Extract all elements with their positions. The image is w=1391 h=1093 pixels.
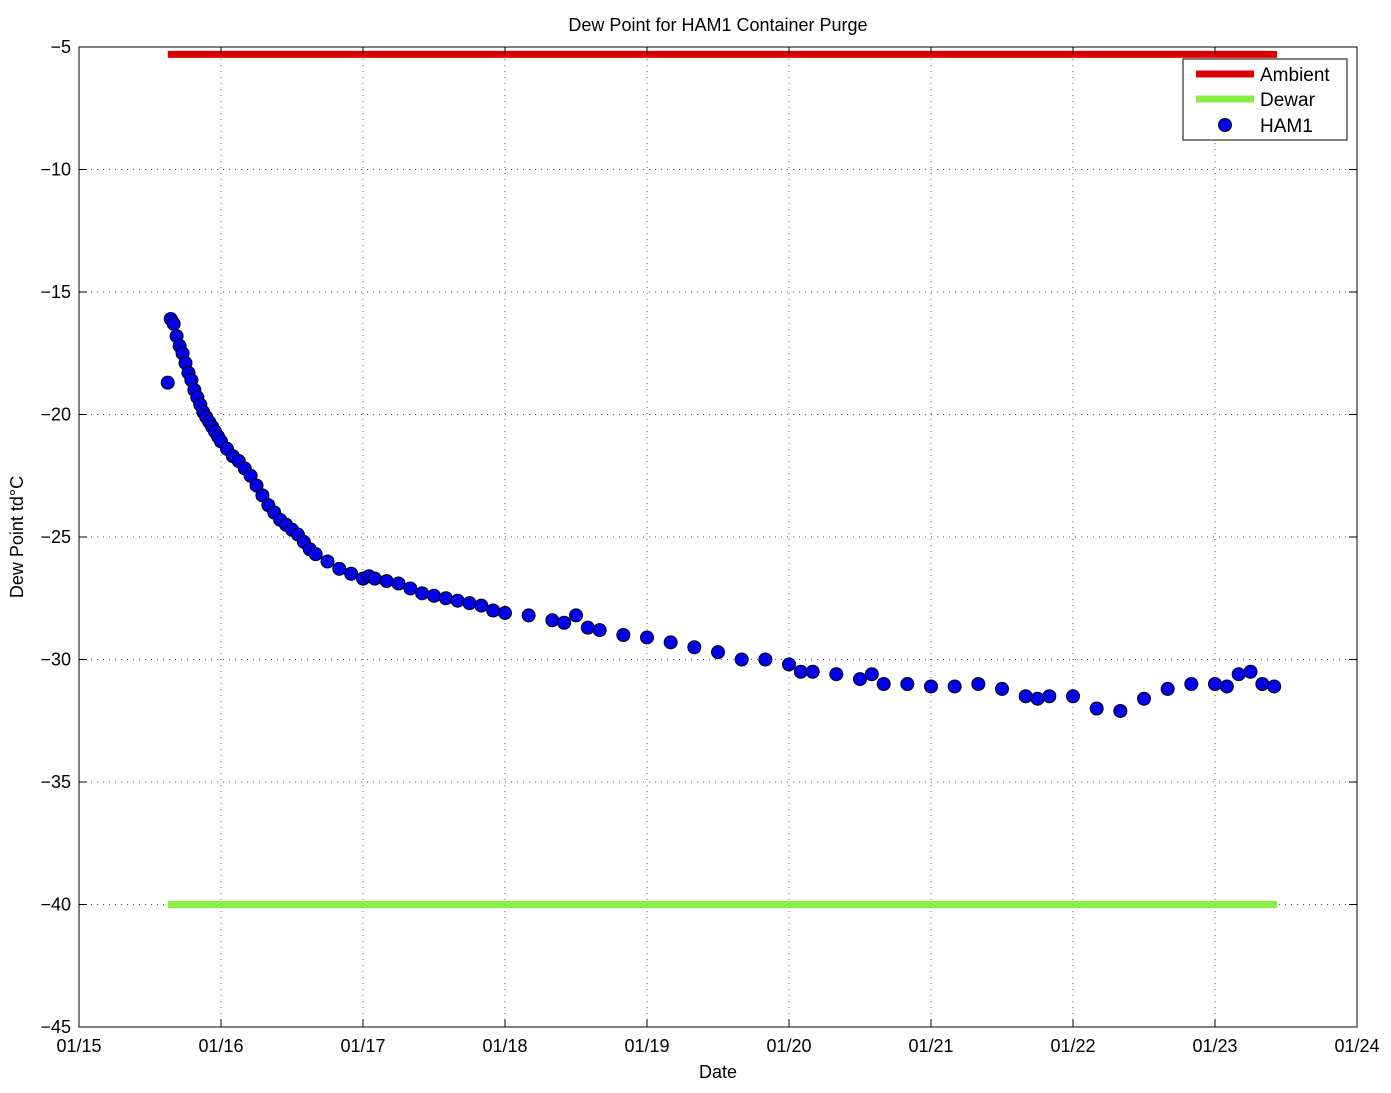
x-tick-label: 01/19 — [624, 1036, 669, 1056]
y-tick-label: −45 — [40, 1017, 71, 1037]
data-point-ham1 — [971, 677, 986, 691]
data-point-ham1 — [486, 603, 501, 618]
data-point-ham1 — [569, 608, 583, 623]
data-point-ham1 — [557, 615, 572, 630]
data-point-ham1 — [1137, 691, 1151, 706]
data-point-ham1 — [1160, 681, 1175, 696]
y-tick-label: −10 — [40, 160, 71, 180]
data-point-ham1 — [367, 571, 382, 586]
data-point-ham1 — [332, 561, 347, 576]
legend: Ambient Dewar HAM1 — [1182, 58, 1348, 141]
data-point-ham1 — [853, 672, 867, 687]
x-tick-label: 01/18 — [482, 1036, 527, 1056]
data-point-ham1 — [379, 574, 394, 589]
data-point-ham1 — [1243, 664, 1258, 679]
data-point-ham1 — [924, 679, 938, 694]
x-tick-label: 01/17 — [340, 1036, 385, 1056]
data-point-ham1 — [1267, 679, 1282, 694]
data-point-ham1 — [580, 620, 595, 635]
data-point-ham1 — [1255, 677, 1270, 691]
legend-label-ham1: HAM1 — [1260, 116, 1313, 137]
data-point-ham1 — [616, 628, 631, 642]
x-axis-label: Date — [699, 1062, 737, 1082]
x-tick-label: 01/16 — [198, 1036, 243, 1056]
x-tick-label: 01/15 — [56, 1036, 101, 1056]
data-point-ham1 — [344, 566, 359, 581]
series-layer — [160, 50, 1282, 908]
data-point-ham1 — [308, 547, 323, 562]
data-point-ham1 — [947, 679, 962, 694]
data-point-ham1 — [864, 667, 879, 682]
data-point-ham1 — [166, 316, 181, 331]
data-point-ham1 — [474, 598, 489, 613]
data-point-ham1 — [1018, 689, 1033, 704]
y-tick-label: −25 — [40, 527, 71, 547]
data-point-ham1 — [427, 588, 441, 603]
data-point-ham1 — [1066, 689, 1080, 704]
data-point-ham1 — [1113, 703, 1128, 718]
legend-swatch-ham1 — [1218, 118, 1232, 132]
y-tick-label: −5 — [50, 37, 71, 57]
chart-title: Dew Point for HAM1 Container Purge — [568, 15, 867, 35]
legend-label-ambient: Ambient — [1260, 65, 1330, 86]
y-tick-label: −15 — [40, 282, 71, 302]
data-point-ham1 — [403, 581, 418, 596]
data-point-ham1 — [415, 586, 430, 601]
data-point-ham1 — [640, 630, 654, 645]
data-point-ham1 — [758, 652, 773, 667]
data-point-ham1 — [805, 664, 820, 679]
data-point-ham1 — [592, 623, 607, 638]
data-point-ham1 — [160, 375, 175, 390]
data-point-ham1 — [320, 554, 335, 569]
data-point-ham1 — [498, 605, 512, 620]
data-point-ham1 — [995, 681, 1009, 696]
x-tick-label: 01/21 — [908, 1036, 953, 1056]
y-tick-label: −30 — [40, 650, 71, 670]
y-tick-label: −40 — [40, 895, 71, 915]
data-point-ham1 — [876, 677, 891, 691]
data-point-ham1 — [438, 591, 453, 606]
data-point-ham1 — [1184, 677, 1199, 691]
data-point-ham1 — [450, 593, 465, 608]
data-point-ham1 — [663, 635, 678, 650]
data-point-ham1 — [1042, 689, 1057, 704]
data-point-ham1 — [782, 657, 796, 672]
data-point-ham1 — [793, 664, 808, 679]
y-axis-label: Dew Point td°C — [7, 476, 27, 598]
x-tick-label: 01/23 — [1192, 1036, 1237, 1056]
data-point-ham1 — [900, 677, 915, 691]
grid-lines — [79, 46, 1357, 1027]
y-tick-label: −35 — [40, 772, 71, 792]
tick-labels: 01/15 01/16 01/17 01/18 01/19 01/20 01/21 01/22… — [40, 37, 1379, 1056]
data-point-ham1 — [829, 667, 844, 682]
data-point-ham1 — [1219, 679, 1234, 694]
data-point-ham1 — [734, 652, 749, 667]
x-tick-label: 01/20 — [766, 1036, 811, 1056]
data-point-ham1 — [391, 576, 406, 591]
y-tick-label: −20 — [40, 405, 71, 425]
data-point-ham1 — [521, 608, 536, 623]
legend-label-dewar: Dewar — [1260, 90, 1316, 111]
data-point-ham1 — [1231, 667, 1246, 682]
x-tick-label: 01/24 — [1334, 1036, 1379, 1056]
data-point-ham1 — [687, 640, 702, 655]
data-point-ham1 — [711, 645, 725, 660]
data-point-ham1 — [462, 596, 477, 611]
data-point-ham1 — [1030, 691, 1045, 706]
data-point-ham1 — [1208, 677, 1222, 691]
data-point-ham1 — [545, 613, 560, 628]
data-point-ham1 — [1089, 701, 1104, 716]
x-tick-label: 01/22 — [1050, 1036, 1095, 1056]
tick-marks — [78, 46, 1358, 1028]
